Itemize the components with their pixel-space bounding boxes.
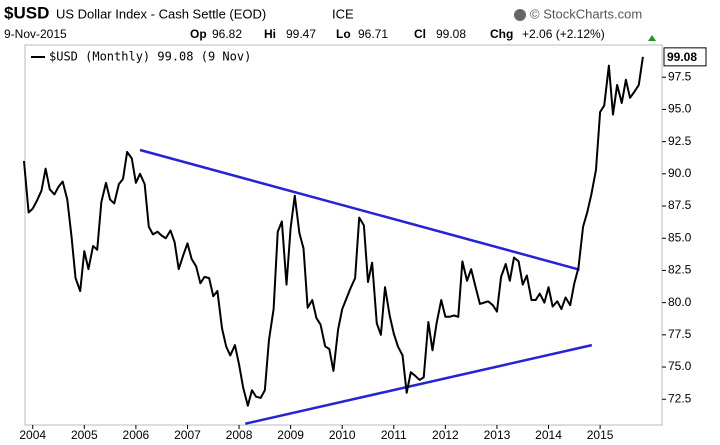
last-value-label: 99.08 (667, 50, 697, 64)
quote-value: 99.47 (286, 27, 316, 41)
x-tick-label: 2012 (432, 428, 459, 442)
quote: Op 96.82 Hi 99.47 Lo 96.71 Cl 99.08 Chg +2.06 (+2… (190, 27, 605, 41)
x-tick-label: 2008 (226, 428, 253, 442)
x-tick-label: 2004 (19, 428, 46, 442)
y-tick-label: 97.5 (668, 69, 692, 83)
price-line (22, 56, 644, 407)
quote-label: Hi (264, 27, 276, 41)
up-arrow (648, 35, 656, 41)
y-tick-label: 77.5 (668, 327, 692, 341)
last-value-box (663, 47, 707, 67)
quote-value: 96.82 (212, 27, 242, 41)
x-tick-label: 2005 (71, 428, 98, 442)
date: 9-Nov-2015 (4, 27, 67, 41)
y-tick-label: 80.0 (668, 295, 692, 309)
x-tick-label: 2009 (277, 428, 304, 442)
plot-frame (24, 44, 663, 426)
x-tick-label: 2011 (381, 428, 407, 442)
y-tick-label: 92.5 (668, 134, 692, 148)
quote-label: Lo (336, 27, 351, 41)
x-tick-label: 2014 (535, 428, 562, 442)
y-tick-label: 72.5 (668, 391, 692, 405)
y-tick-label: 85.0 (668, 230, 692, 244)
x-tick-label: 2007 (174, 428, 201, 442)
trendline (139, 148, 580, 271)
brand-logo (514, 9, 526, 21)
quote-value: 96.71 (358, 27, 388, 41)
trendline (244, 343, 593, 425)
quote-value: +2.06 (+2.12%) (522, 27, 605, 41)
x-tick-label: 2010 (329, 428, 356, 442)
quote-value: 99.08 (436, 27, 466, 41)
quote-label: Op (190, 27, 207, 41)
quote-label: Chg (490, 27, 513, 41)
exchange: ICE (332, 6, 354, 21)
y-tick-label: 95.0 (668, 102, 692, 116)
quote-label: Cl (414, 27, 426, 41)
symbol: $USD (4, 3, 49, 22)
y-tick-label: 87.5 (668, 198, 692, 212)
brand: © StockCharts.com (530, 6, 642, 21)
x-tick-label: 2006 (123, 428, 150, 442)
x-tick-label: 2013 (484, 428, 511, 442)
y-tick-label: 75.0 (668, 359, 692, 373)
y-tick-label: 82.5 (668, 263, 692, 277)
legend-label: $USD (Monthly) 99.08 (9 Nov) (49, 50, 251, 64)
instrument-name: US Dollar Index - Cash Settle (EOD) (56, 6, 266, 21)
y-tick-label: 90.0 (668, 166, 692, 180)
x-tick-label: 2015 (587, 428, 614, 442)
